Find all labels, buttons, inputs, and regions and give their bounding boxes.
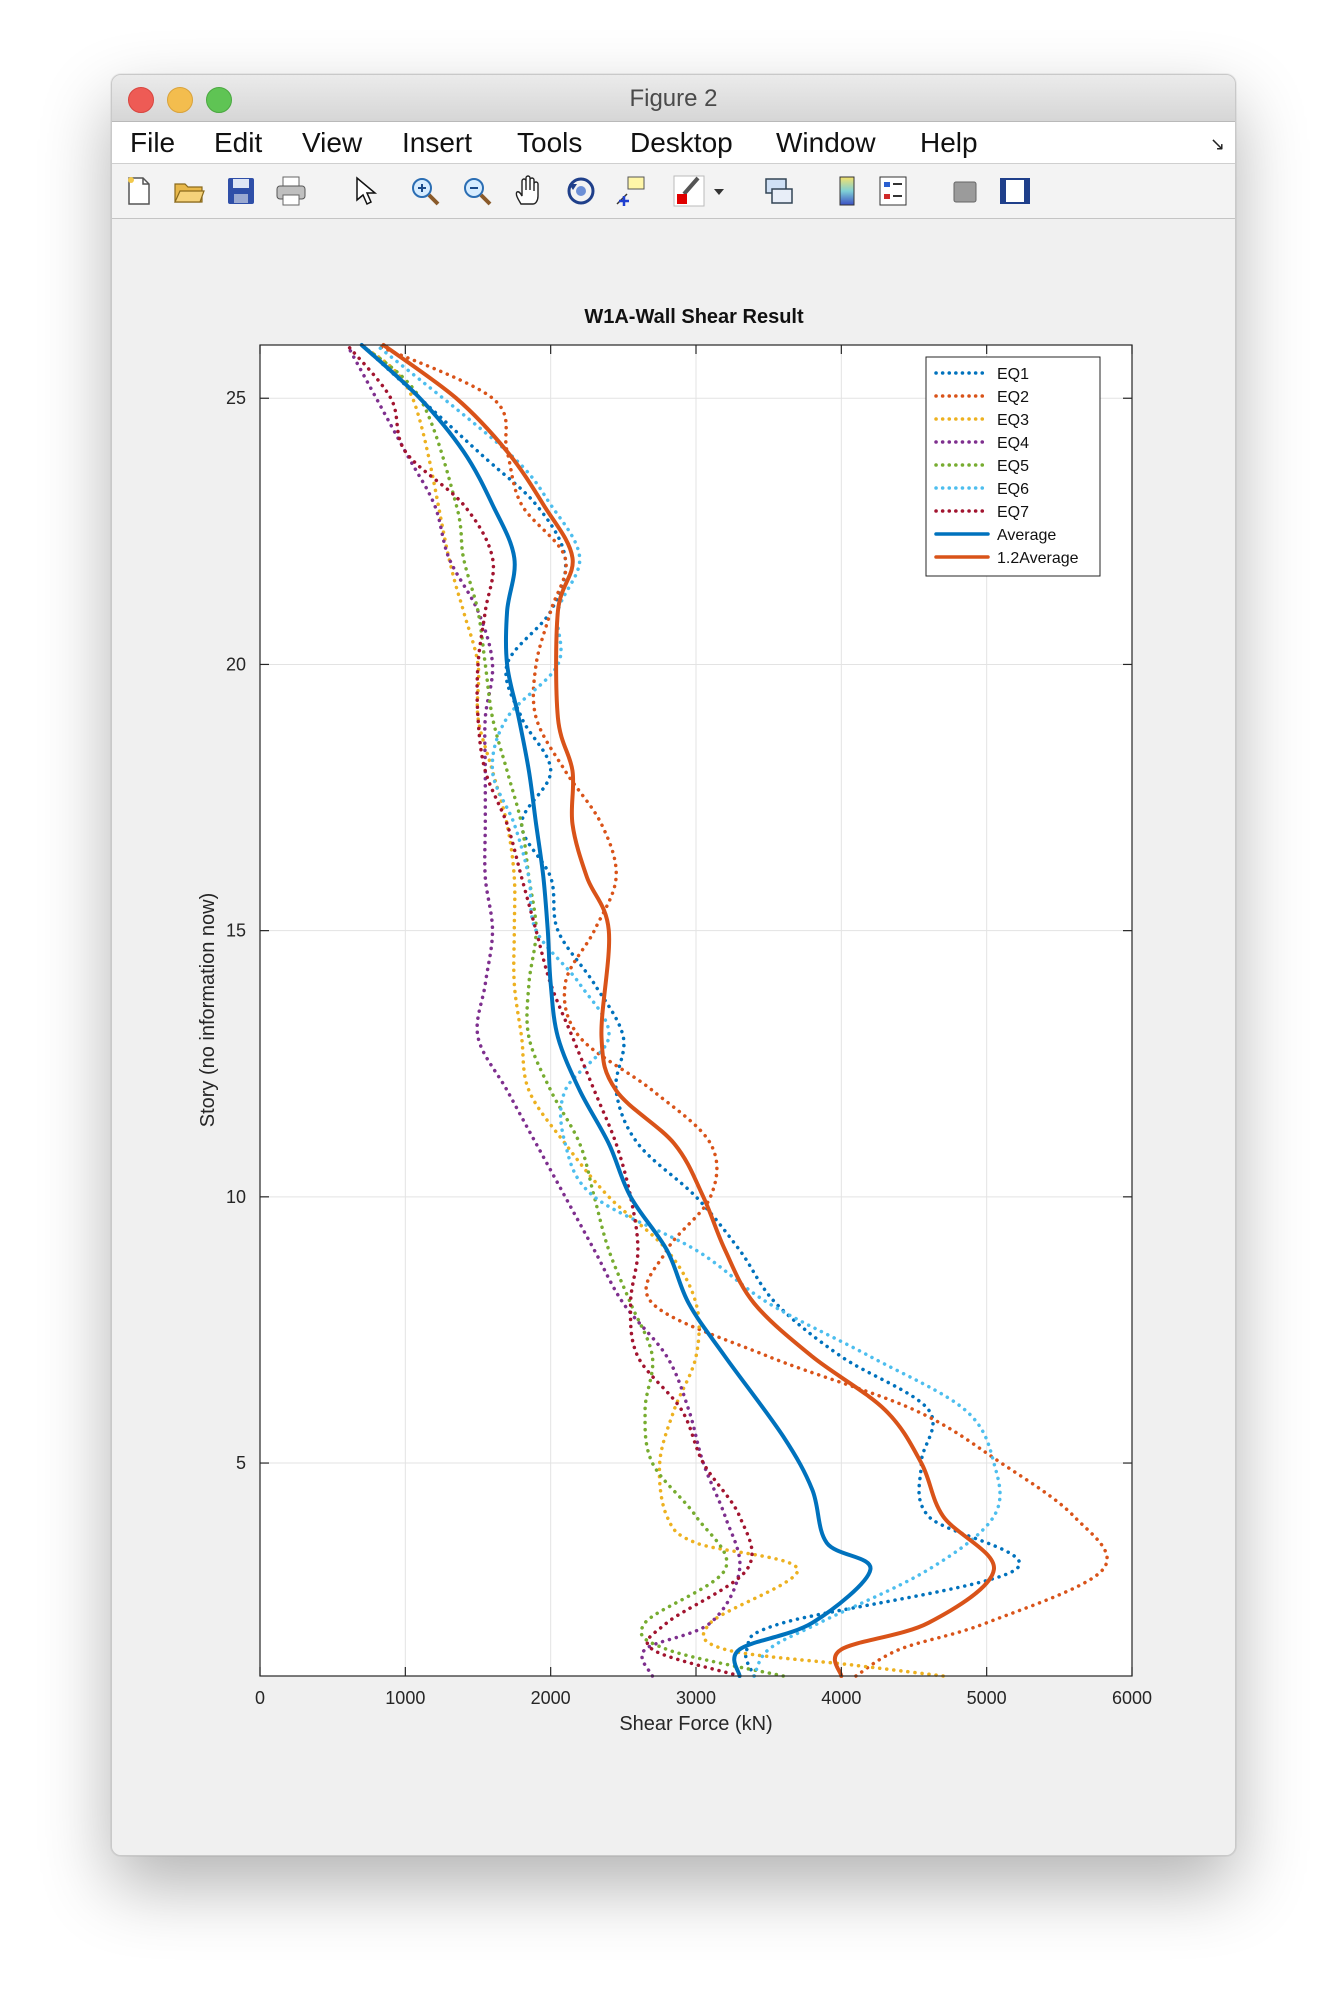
save-icon[interactable] bbox=[224, 174, 258, 208]
zoom-in-icon[interactable] bbox=[408, 174, 442, 208]
legend-label: EQ7 bbox=[997, 504, 1029, 521]
axis-ticks: 0 1000 2000 3000 4000 5000 6000 5 10 15 20 25 bbox=[226, 345, 1152, 1708]
window-title: Figure 2 bbox=[629, 85, 718, 112]
legend-icon[interactable] bbox=[876, 174, 910, 208]
x-tick-label: 3000 bbox=[676, 1688, 716, 1708]
brush-dropdown-icon[interactable] bbox=[712, 174, 726, 208]
series-line-average[interactable] bbox=[359, 343, 873, 1678]
new-figure-icon[interactable] bbox=[122, 174, 156, 208]
shear-line-chart[interactable]: W1A-Wall Shear Result 0 1000 2000 3000 4000 5… bbox=[112, 219, 1235, 1855]
y-axis-label: Story (no information now) bbox=[197, 893, 219, 1128]
menu-desktop[interactable]: Desktop bbox=[630, 127, 733, 158]
y-tick-label: 20 bbox=[226, 654, 246, 674]
minimize-window-button[interactable] bbox=[167, 87, 193, 113]
open-file-icon[interactable] bbox=[172, 174, 206, 208]
hide-plot-tools-icon[interactable] bbox=[948, 174, 982, 208]
series-line-1-2average[interactable] bbox=[381, 343, 996, 1678]
y-tick-label: 5 bbox=[236, 1453, 246, 1473]
legend-label: EQ1 bbox=[997, 366, 1029, 383]
legend-label: EQ6 bbox=[997, 481, 1029, 498]
x-tick-label: 6000 bbox=[1112, 1688, 1152, 1708]
maximize-window-button[interactable] bbox=[206, 87, 232, 113]
zoom-out-icon[interactable] bbox=[460, 174, 494, 208]
menu-edit[interactable]: Edit bbox=[214, 127, 263, 158]
data-cursor-icon[interactable] bbox=[614, 174, 648, 208]
brush-icon[interactable] bbox=[672, 174, 706, 208]
legend-label: EQ2 bbox=[997, 389, 1029, 406]
menu-view[interactable]: View bbox=[302, 127, 363, 158]
figure-canvas: W1A-Wall Shear Result 0 1000 2000 3000 4000 5… bbox=[112, 219, 1235, 1855]
series-layer bbox=[345, 343, 1109, 1678]
x-tick-label: 5000 bbox=[967, 1688, 1007, 1708]
y-tick-label: 15 bbox=[226, 921, 246, 941]
pan-hand-icon[interactable] bbox=[512, 174, 546, 208]
menu-tools[interactable]: Tools bbox=[517, 127, 583, 158]
undock-arrow-icon[interactable]: ↘ bbox=[1209, 134, 1225, 154]
chart-legend[interactable]: EQ1 EQ2 EQ3 EQ4 EQ5 EQ6 EQ7 Average 1.2Average bbox=[925, 356, 1101, 577]
x-tick-label: 0 bbox=[255, 1688, 265, 1708]
legend-label: EQ4 bbox=[997, 435, 1029, 452]
grid-lines bbox=[260, 345, 1132, 1676]
x-tick-label: 1000 bbox=[385, 1688, 425, 1708]
menu-bar: File Edit View Insert Tools Desktop Wind… bbox=[112, 122, 1235, 164]
show-plot-tools-icon[interactable] bbox=[998, 174, 1032, 208]
legend-label: Average bbox=[997, 527, 1056, 544]
link-plot-icon[interactable] bbox=[762, 174, 796, 208]
figure-toolbar bbox=[112, 164, 1235, 219]
x-axis-label: Shear Force (kN) bbox=[619, 1713, 772, 1735]
legend-label: EQ5 bbox=[997, 458, 1029, 475]
series-line-eq5[interactable] bbox=[359, 343, 785, 1678]
colorbar-icon[interactable] bbox=[830, 174, 864, 208]
title-bar[interactable]: Figure 2 bbox=[112, 75, 1235, 122]
series-line-eq3[interactable] bbox=[359, 343, 945, 1678]
y-tick-label: 10 bbox=[226, 1187, 246, 1207]
rotate-3d-icon[interactable] bbox=[564, 174, 598, 208]
y-tick-label: 25 bbox=[226, 388, 246, 408]
menu-file[interactable]: File bbox=[130, 127, 176, 158]
print-icon[interactable] bbox=[274, 174, 308, 208]
select-arrow-icon[interactable] bbox=[348, 174, 382, 208]
x-tick-label: 4000 bbox=[821, 1688, 861, 1708]
x-tick-label: 2000 bbox=[531, 1688, 571, 1708]
menu-insert[interactable]: Insert bbox=[402, 127, 473, 158]
chart-title: W1A-Wall Shear Result bbox=[584, 306, 804, 328]
legend-label: EQ3 bbox=[997, 412, 1029, 429]
menu-window[interactable]: Window bbox=[776, 127, 876, 158]
figure-window: Figure 2 File Edit View Insert Tools Des… bbox=[111, 74, 1236, 1856]
close-window-button[interactable] bbox=[128, 87, 154, 113]
menu-help[interactable]: Help bbox=[920, 127, 978, 158]
legend-label: 1.2Average bbox=[997, 550, 1079, 567]
series-line-eq4[interactable] bbox=[345, 343, 742, 1678]
